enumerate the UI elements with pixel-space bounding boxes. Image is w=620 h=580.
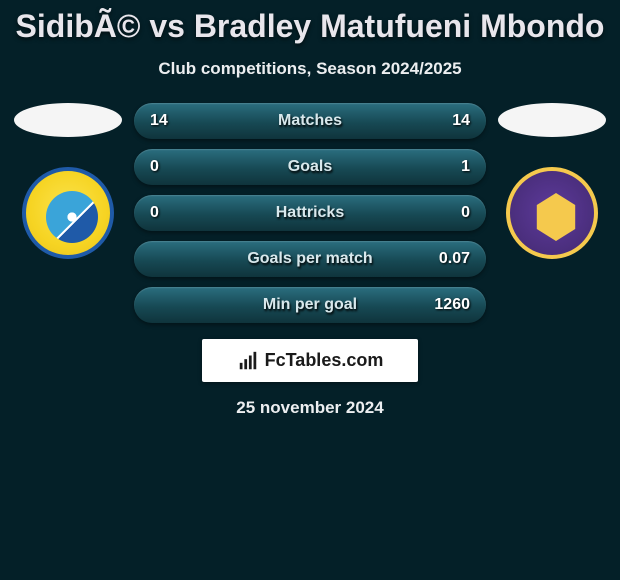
stat-right-value: 1 [428, 158, 470, 176]
stat-row-matches: 14 Matches 14 [134, 103, 486, 139]
left-team-badge [22, 167, 114, 259]
branding-text: FcTables.com [265, 350, 384, 371]
stats-column: 14 Matches 14 0 Goals 1 0 Hattricks 0 Go… [128, 103, 492, 323]
chart-icon [237, 350, 259, 372]
stat-row-goals-per-match: Goals per match 0.07 [134, 241, 486, 277]
page-title: SidibÃ© vs Bradley Matufueni Mbondo [0, 0, 620, 45]
left-player-column [8, 103, 128, 259]
subtitle: Club competitions, Season 2024/2025 [0, 59, 620, 79]
right-player-placeholder [498, 103, 606, 137]
right-team-badge [506, 167, 598, 259]
stat-row-hattricks: 0 Hattricks 0 [134, 195, 486, 231]
stat-row-goals: 0 Goals 1 [134, 149, 486, 185]
stat-right-value: 0 [428, 204, 470, 222]
stat-left-value: 14 [150, 112, 192, 130]
stat-row-min-per-goal: Min per goal 1260 [134, 287, 486, 323]
right-player-column [492, 103, 612, 259]
stat-right-value: 14 [428, 112, 470, 130]
stat-right-value: 1260 [428, 296, 470, 314]
stat-left-value: 0 [150, 204, 192, 222]
stat-right-value: 0.07 [428, 250, 470, 268]
left-player-placeholder [14, 103, 122, 137]
date-text: 25 november 2024 [0, 398, 620, 418]
stat-left-value: 0 [150, 158, 192, 176]
branding-badge: FcTables.com [202, 339, 418, 382]
comparison-row: 14 Matches 14 0 Goals 1 0 Hattricks 0 Go… [0, 103, 620, 323]
